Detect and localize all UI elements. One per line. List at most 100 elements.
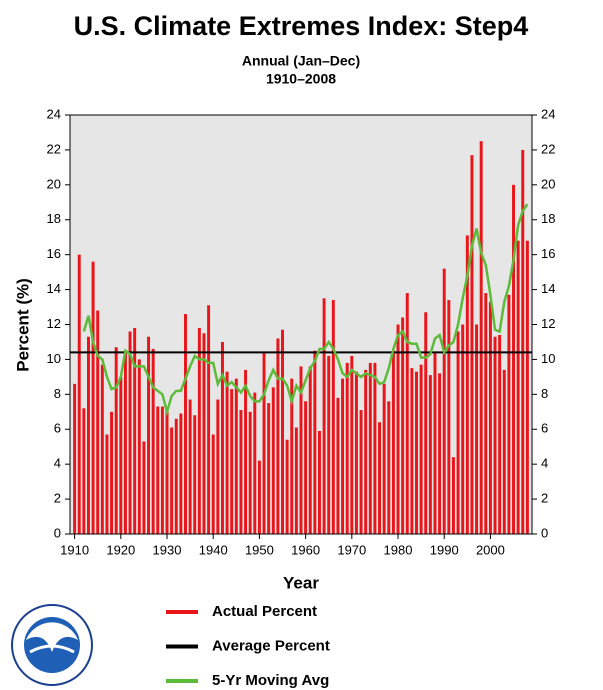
bar bbox=[281, 329, 284, 534]
bar bbox=[239, 410, 243, 534]
bar bbox=[96, 310, 100, 534]
y2-tick-label: 10 bbox=[541, 351, 555, 366]
bar bbox=[345, 362, 349, 534]
x-tick-label: 1910 bbox=[60, 542, 89, 557]
bar bbox=[225, 371, 229, 534]
bar bbox=[336, 397, 340, 534]
x-tick-label: 1980 bbox=[384, 542, 413, 557]
y-tick-label: 0 bbox=[54, 525, 61, 540]
y2-tick-label: 16 bbox=[541, 246, 555, 261]
y-tick-label: 10 bbox=[47, 351, 61, 366]
bar bbox=[147, 336, 151, 534]
bar bbox=[207, 305, 211, 534]
bar bbox=[368, 362, 372, 534]
bar bbox=[401, 317, 405, 534]
bar bbox=[433, 352, 437, 534]
bar bbox=[160, 406, 164, 534]
bar bbox=[91, 261, 95, 534]
bar bbox=[475, 324, 479, 534]
bar bbox=[165, 408, 169, 534]
bar bbox=[193, 415, 197, 534]
x-tick-label: 1960 bbox=[291, 542, 320, 557]
bar bbox=[244, 369, 248, 534]
bar bbox=[516, 240, 520, 534]
bar bbox=[128, 331, 132, 534]
legend-label: 5-Yr Moving Avg bbox=[212, 672, 329, 689]
bar bbox=[184, 314, 187, 534]
bar bbox=[304, 401, 308, 534]
bar bbox=[151, 348, 155, 534]
bar bbox=[428, 375, 432, 534]
chart-title: U.S. Climate Extremes Index: Step4 bbox=[74, 11, 529, 41]
x-tick-label: 1970 bbox=[337, 542, 366, 557]
bar bbox=[294, 427, 298, 534]
bar bbox=[405, 293, 409, 534]
bar bbox=[415, 371, 418, 534]
bar bbox=[470, 155, 474, 534]
bar bbox=[331, 300, 335, 534]
bar bbox=[174, 418, 178, 534]
bar bbox=[410, 368, 414, 534]
bar bbox=[271, 387, 275, 534]
bar bbox=[387, 401, 391, 534]
bar bbox=[364, 369, 368, 534]
y2-tick-label: 12 bbox=[541, 316, 555, 331]
chart-period: 1910–2008 bbox=[266, 71, 336, 87]
x-tick-label: 1940 bbox=[199, 542, 228, 557]
bar bbox=[308, 366, 312, 534]
bar bbox=[451, 457, 455, 534]
bar bbox=[419, 364, 423, 534]
bar bbox=[285, 439, 289, 534]
bar bbox=[502, 369, 506, 534]
y2-tick-label: 22 bbox=[541, 141, 555, 156]
y2-tick-label: 8 bbox=[541, 386, 548, 401]
bar bbox=[119, 376, 123, 534]
y-axis-label: Percent (%) bbox=[13, 278, 32, 372]
bar bbox=[230, 389, 234, 534]
y2-tick-label: 20 bbox=[541, 176, 555, 191]
x-tick-label: 1920 bbox=[106, 542, 135, 557]
bar bbox=[493, 336, 497, 534]
x-axis-label: Year bbox=[283, 573, 319, 592]
x-tick-label: 1950 bbox=[245, 542, 274, 557]
bar bbox=[442, 268, 446, 534]
bar bbox=[484, 293, 488, 534]
bar bbox=[234, 378, 238, 534]
y-tick-label: 8 bbox=[54, 386, 61, 401]
bar bbox=[507, 294, 511, 534]
bar bbox=[359, 410, 363, 534]
bar bbox=[447, 300, 451, 534]
bar bbox=[100, 364, 104, 534]
bar bbox=[521, 149, 525, 534]
bar bbox=[318, 430, 321, 534]
bar bbox=[253, 392, 257, 534]
bar bbox=[456, 331, 460, 534]
bar bbox=[350, 355, 354, 534]
bar bbox=[382, 383, 386, 534]
bar bbox=[373, 362, 377, 534]
y-tick-label: 18 bbox=[47, 211, 61, 226]
bar bbox=[170, 427, 174, 534]
bar bbox=[156, 406, 160, 534]
bar bbox=[142, 441, 146, 534]
bar bbox=[396, 324, 400, 534]
bar bbox=[512, 184, 515, 535]
y-tick-label: 6 bbox=[54, 421, 61, 436]
y-tick-label: 12 bbox=[47, 316, 61, 331]
y-tick-label: 16 bbox=[47, 246, 61, 261]
bar bbox=[137, 359, 141, 534]
y-tick-label: 2 bbox=[54, 491, 61, 506]
bar bbox=[87, 336, 90, 534]
legend-label: Average Percent bbox=[212, 637, 330, 654]
bar bbox=[525, 240, 529, 534]
bar bbox=[188, 399, 192, 534]
bar bbox=[73, 383, 77, 534]
bar bbox=[391, 350, 395, 534]
bar bbox=[341, 378, 345, 534]
bar bbox=[276, 338, 280, 534]
bar bbox=[267, 403, 271, 534]
bar bbox=[248, 411, 252, 534]
x-tick-label: 2000 bbox=[476, 542, 505, 557]
bar bbox=[479, 141, 483, 534]
